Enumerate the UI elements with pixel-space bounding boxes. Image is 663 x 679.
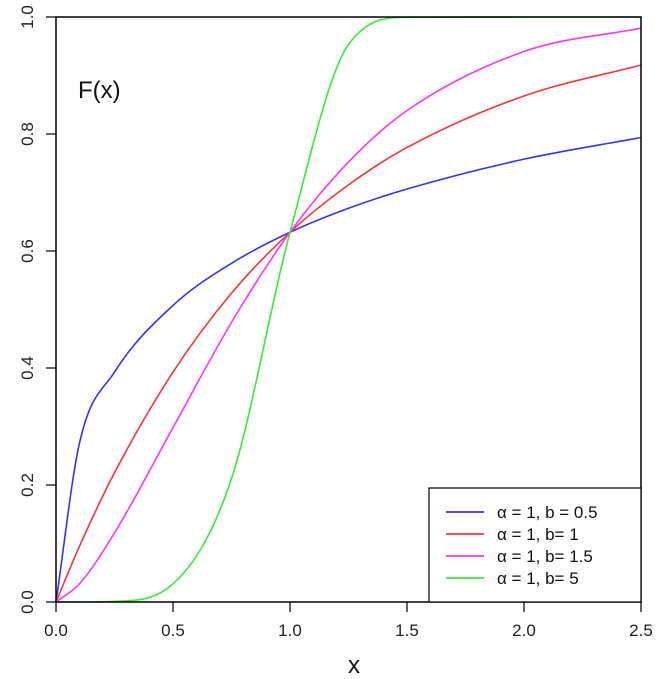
legend-box <box>428 487 642 603</box>
series-line-1 <box>55 136 642 603</box>
x-tick-label: 0.0 <box>44 621 68 640</box>
x-axis-ticks: 0.0 0.5 1.0 1.5 2.0 2.5 <box>44 602 653 640</box>
x-tick-label: 2.5 <box>629 621 653 640</box>
y-tick-label: 1.0 <box>18 5 37 29</box>
plot-frame <box>55 16 642 603</box>
legend-label-3: α = 1, b= 1.5 <box>497 547 593 566</box>
legend-label-1: α = 1, b = 0.5 <box>497 503 598 522</box>
legend-label-4: α = 1, b= 5 <box>497 569 579 588</box>
y-tick-label: 0.4 <box>18 356 37 380</box>
series-line-2 <box>55 64 642 603</box>
x-axis-title: x <box>348 652 360 679</box>
legend-label-2: α = 1, b= 1 <box>497 525 579 544</box>
y-tick-label: 0.0 <box>18 590 37 614</box>
series-line-3 <box>55 27 642 603</box>
x-tick-label: 2.0 <box>512 621 536 640</box>
y-tick-label: 0.6 <box>18 239 37 263</box>
x-tick-label: 1.5 <box>395 621 419 640</box>
legend: α = 1, b = 0.5 α = 1, b= 1 α = 1, b= 1.5 α … <box>428 487 642 603</box>
y-axis-ticks: 0.0 0.2 0.4 0.6 0.8 1.0 <box>18 5 56 614</box>
x-tick-label: 0.5 <box>161 621 185 640</box>
curve-annotation: F(x) <box>78 77 121 104</box>
y-tick-label: 0.2 <box>18 473 37 497</box>
y-tick-label: 0.8 <box>18 122 37 146</box>
x-tick-label: 1.0 <box>278 621 302 640</box>
